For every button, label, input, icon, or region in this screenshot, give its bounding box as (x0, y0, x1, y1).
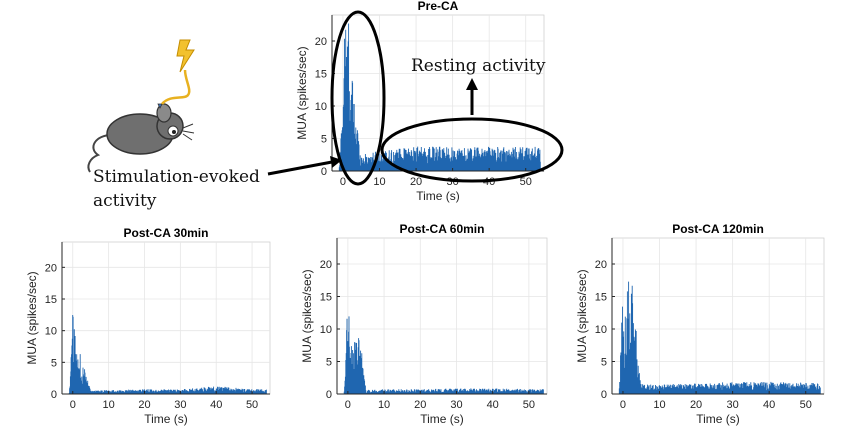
y-tick-label: 15 (315, 69, 327, 81)
stimulation-arrow (267, 156, 342, 176)
y-tick-label: 20 (595, 259, 607, 271)
x-axis-label: Time (s) (144, 412, 188, 426)
x-tick-label: 20 (138, 399, 150, 411)
x-tick-label: 10 (373, 176, 385, 188)
chart-panel-4: 0 10 20 30 40 50 0 5 10 15 20 Post-CA 120min Time (s… (575, 222, 825, 426)
x-tick-label: 50 (800, 399, 812, 411)
y-tick-label: 5 (51, 357, 57, 369)
x-tick-label: 10 (653, 399, 665, 411)
y-tick-label: 0 (321, 166, 327, 178)
y-tick-label: 5 (321, 134, 327, 146)
y-axis-label: MUA (spikes/sec) (300, 269, 314, 362)
x-tick-label: 10 (378, 399, 390, 411)
resting-highlight-ellipse (380, 117, 564, 183)
y-tick-label: 10 (315, 101, 327, 113)
y-tick-label: 15 (45, 294, 57, 306)
y-tick-label: 0 (601, 389, 607, 401)
y-axis-label: MUA (spikes/sec) (25, 271, 39, 364)
series-trace (338, 23, 541, 171)
x-tick-label: 10 (102, 399, 114, 411)
stimulation-label-line2: activity (93, 191, 157, 211)
resting-activity-label: Resting activity (411, 56, 546, 76)
y-axis-label: MUA (spikes/sec) (295, 46, 309, 139)
plot-area (611, 237, 825, 395)
series-trace (618, 281, 821, 394)
y-tick-label: 15 (320, 292, 332, 304)
stimulation-highlight-ellipse (330, 10, 386, 186)
x-axis-label: Time (s) (696, 412, 740, 426)
chart-panel-2: 0 10 20 30 40 50 0 5 10 15 20 Post-CA 30min Time (s)… (25, 226, 271, 426)
chart-title: Post-CA 60min (400, 222, 485, 236)
x-tick-label: 20 (690, 399, 702, 411)
y-tick-label: 5 (326, 357, 332, 369)
x-tick-label: 30 (174, 399, 186, 411)
lightning-bolt-icon (176, 39, 195, 73)
y-tick-label: 10 (320, 324, 332, 336)
y-tick-label: 20 (320, 259, 332, 271)
x-tick-label: 0 (620, 399, 626, 411)
mouse-icon (87, 69, 195, 173)
x-tick-label: 40 (763, 399, 775, 411)
chart-title: Post-CA 120min (672, 222, 764, 236)
series-trace (343, 316, 544, 394)
y-tick-label: 0 (51, 389, 57, 401)
plot-area (61, 241, 271, 395)
x-tick-label: 40 (210, 399, 222, 411)
x-tick-label: 20 (414, 399, 426, 411)
x-tick-label: 50 (246, 399, 258, 411)
y-tick-label: 10 (45, 326, 57, 338)
y-tick-label: 10 (595, 324, 607, 336)
plot-area (331, 14, 545, 172)
y-tick-label: 15 (595, 292, 607, 304)
y-axis-label: MUA (spikes/sec) (575, 269, 589, 362)
y-tick-label: 20 (45, 262, 57, 274)
x-tick-label: 30 (450, 399, 462, 411)
chart-title: Post-CA 30min (124, 226, 209, 240)
x-tick-label: 20 (410, 176, 422, 188)
resting-arrow (466, 78, 478, 115)
x-tick-label: 50 (523, 399, 535, 411)
x-tick-label: 50 (520, 176, 532, 188)
y-tick-label: 0 (326, 389, 332, 401)
y-tick-label: 20 (315, 36, 327, 48)
x-axis-label: Time (s) (416, 189, 460, 203)
x-tick-label: 0 (70, 399, 76, 411)
x-tick-label: 0 (345, 399, 351, 411)
x-tick-label: 0 (340, 176, 346, 188)
x-axis-label: Time (s) (420, 412, 464, 426)
chart-title: Pre-CA (418, 0, 459, 13)
stimulation-label-line1: Stimulation-evoked (93, 167, 260, 187)
x-tick-label: 30 (726, 399, 738, 411)
chart-panel-3: 0 10 20 30 40 50 0 5 10 15 20 Post-CA 60min Time (s)… (300, 222, 548, 426)
y-tick-label: 5 (601, 357, 607, 369)
plot-area (336, 237, 548, 395)
x-tick-label: 40 (487, 399, 499, 411)
